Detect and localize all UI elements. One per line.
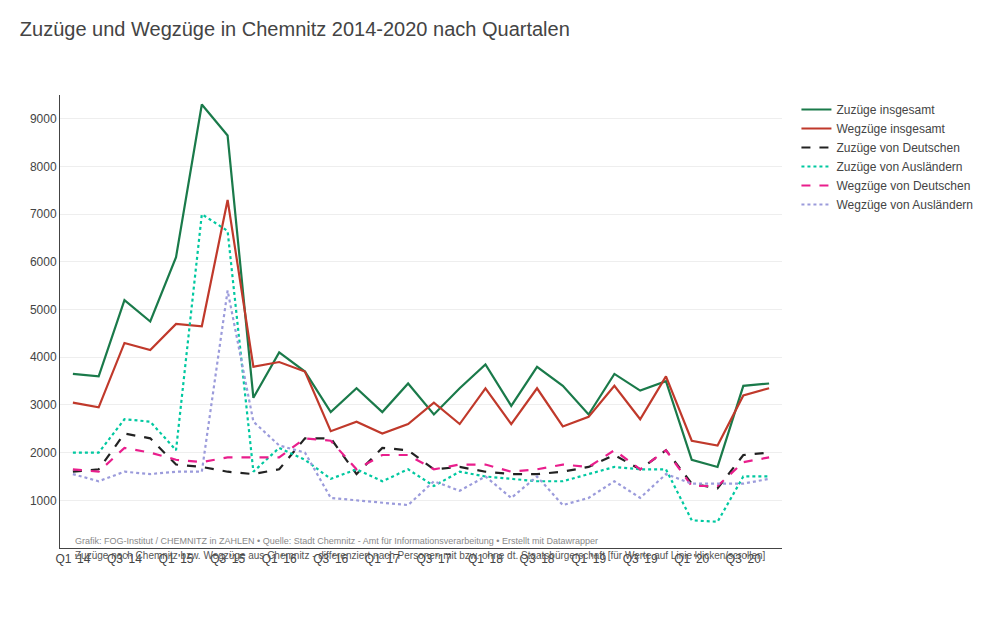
svg-text:Zuzüge von Deutschen: Zuzüge von Deutschen	[836, 141, 959, 155]
svg-text:Q1 '16: Q1 '16	[262, 552, 297, 566]
svg-text:Wegzüge von Deutschen: Wegzüge von Deutschen	[836, 179, 970, 193]
svg-text:9000: 9000	[30, 112, 57, 126]
svg-text:Zuzüge insgesamt: Zuzüge insgesamt	[836, 103, 935, 117]
svg-text:Wegzüge insgesamt: Wegzüge insgesamt	[836, 122, 945, 136]
svg-text:Q3 '20: Q3 '20	[726, 552, 761, 566]
svg-text:1000: 1000	[30, 494, 57, 508]
svg-text:7000: 7000	[30, 207, 57, 221]
svg-text:Wegzüge von Ausländern: Wegzüge von Ausländern	[836, 198, 973, 212]
svg-text:Q1 '19: Q1 '19	[571, 552, 606, 566]
svg-text:Q1 '20: Q1 '20	[674, 552, 709, 566]
svg-text:Q3 '19: Q3 '19	[623, 552, 658, 566]
svg-text:Q1 '15: Q1 '15	[159, 552, 194, 566]
svg-text:Q3 '15: Q3 '15	[210, 552, 245, 566]
svg-text:Q3 '14: Q3 '14	[107, 552, 142, 566]
svg-text:4000: 4000	[30, 350, 57, 364]
svg-text:2000: 2000	[30, 446, 57, 460]
svg-text:3000: 3000	[30, 398, 57, 412]
svg-text:Zuzüge von Ausländern: Zuzüge von Ausländern	[836, 160, 962, 174]
svg-text:Q3 '16: Q3 '16	[313, 552, 348, 566]
svg-text:Zuzüge und Wegzüge in Chemnitz: Zuzüge und Wegzüge in Chemnitz 2014-2020…	[20, 18, 570, 40]
svg-text:Q3 '18: Q3 '18	[520, 552, 555, 566]
svg-text:Q1 '18: Q1 '18	[468, 552, 503, 566]
svg-text:Q1 '17: Q1 '17	[365, 552, 400, 566]
svg-text:5000: 5000	[30, 303, 57, 317]
svg-text:Q3 '17: Q3 '17	[416, 552, 451, 566]
svg-text:Grafik: FOG-Institut / CHEMNIT: Grafik: FOG-Institut / CHEMNITZ in ZAHLE…	[75, 536, 598, 546]
svg-text:6000: 6000	[30, 255, 57, 269]
svg-text:Q1 '14: Q1 '14	[55, 552, 90, 566]
svg-text:Zuzüge nach Chemnitz bzw. Wegz: Zuzüge nach Chemnitz bzw. Wegzüge aus Ch…	[75, 550, 766, 561]
svg-text:8000: 8000	[30, 160, 57, 174]
